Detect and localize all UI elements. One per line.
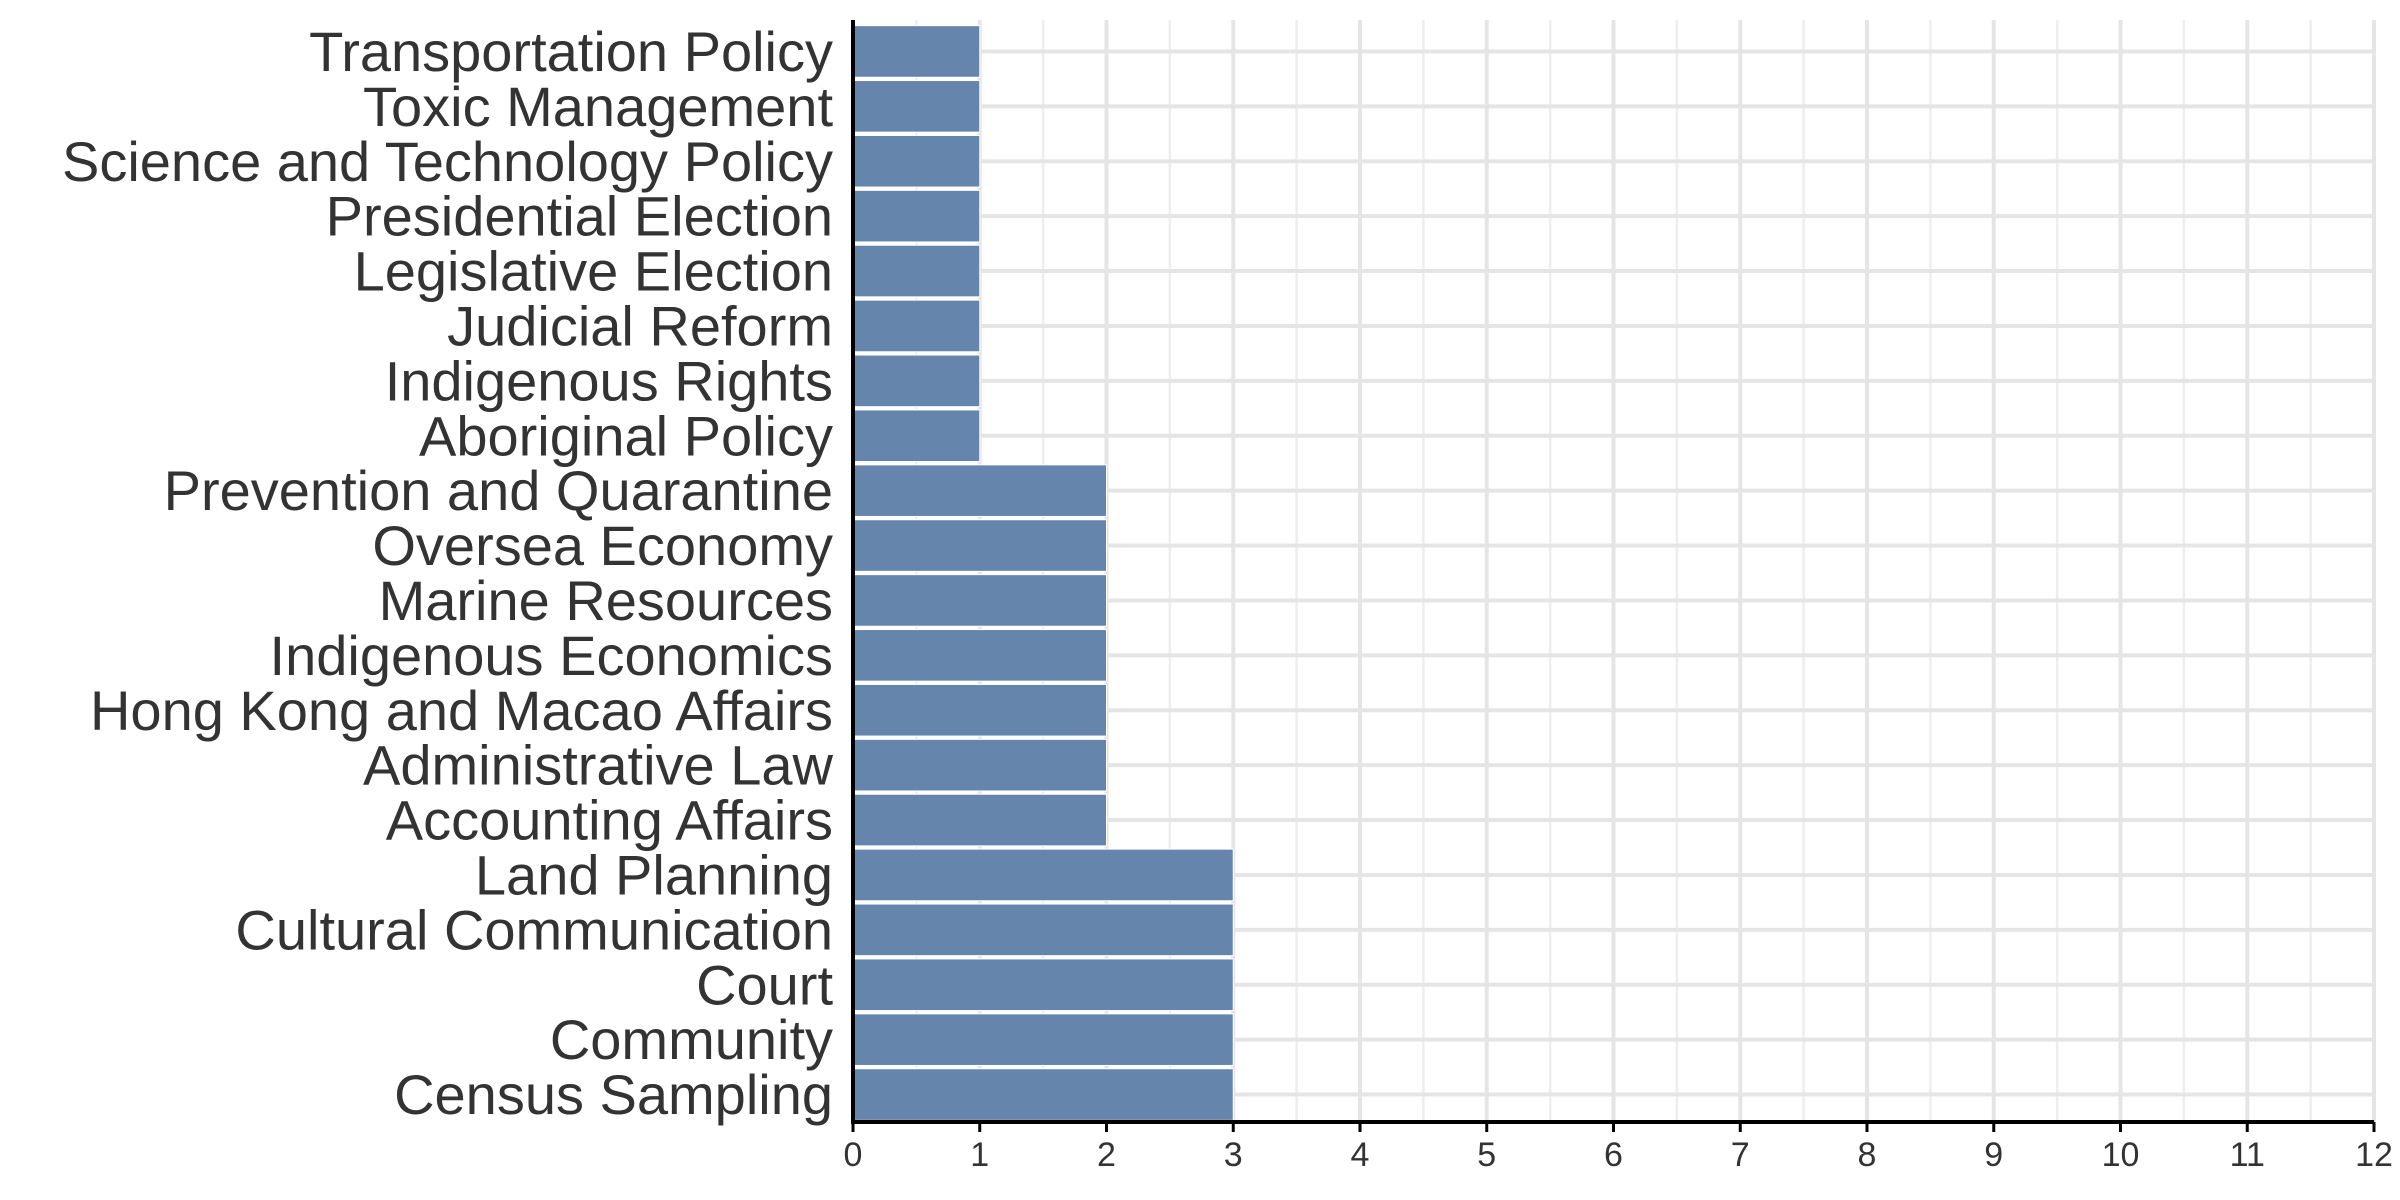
bar-layer xyxy=(852,25,1234,1121)
category-label: Accounting Affairs xyxy=(386,789,833,852)
category-label: Science and Technology Policy xyxy=(62,130,833,193)
bar-indigenous-economics xyxy=(852,629,1107,682)
x-tick-label: 5 xyxy=(1477,1136,1496,1174)
x-tick-label: 1 xyxy=(970,1136,989,1174)
x-tick-label: 0 xyxy=(844,1136,863,1174)
bar-accounting-affairs xyxy=(852,793,1107,847)
category-label: Presidential Election xyxy=(326,185,833,248)
bar-administrative-law xyxy=(852,738,1107,792)
bar-prevention-and-quarantine xyxy=(852,464,1107,517)
category-label: Prevention and Quarantine xyxy=(164,459,833,522)
category-label: Cultural Communication xyxy=(235,898,833,961)
category-label: Land Planning xyxy=(475,843,833,906)
bar-science-and-technology-policy xyxy=(852,134,981,188)
bar-marine-resources xyxy=(852,574,1107,627)
x-tick-label: 2 xyxy=(1097,1136,1116,1174)
bar-indigenous-rights xyxy=(852,354,981,408)
category-label: Marine Resources xyxy=(379,569,833,632)
x-tick-label: 12 xyxy=(2355,1136,2393,1174)
category-label: Aboriginal Policy xyxy=(419,404,833,467)
bar-hong-kong-and-macao-affairs xyxy=(852,683,1107,737)
bar-presidential-election xyxy=(852,189,981,243)
bar-court xyxy=(852,958,1234,1012)
category-label: Court xyxy=(696,953,833,1016)
tick-label-layer: 0 1 2 3 4 5 6 7 8 9 10 11 12 xyxy=(844,1136,2393,1174)
bar-judicial-reform xyxy=(852,299,981,353)
category-label: Indigenous Economics xyxy=(270,624,833,687)
bar-aboriginal-policy xyxy=(852,409,981,463)
x-tick-label: 9 xyxy=(1984,1136,2003,1174)
bar-land-planning xyxy=(852,848,1234,902)
x-tick-label: 11 xyxy=(2230,1136,2265,1174)
category-label: Hong Kong and Macao Affairs xyxy=(90,679,833,742)
bar-transportation-policy xyxy=(852,25,981,78)
category-label: Toxic Management xyxy=(363,75,833,138)
x-tick-label: 4 xyxy=(1351,1136,1370,1174)
bar-community xyxy=(852,1013,1234,1066)
category-label: Administrative Law xyxy=(363,734,834,797)
category-label: Transportation Policy xyxy=(309,20,833,83)
bar-toxic-management xyxy=(852,80,981,133)
category-label: Census Sampling xyxy=(394,1063,833,1126)
bar-cultural-communication xyxy=(852,903,1234,957)
x-tick-label: 7 xyxy=(1731,1136,1750,1174)
axis-layer xyxy=(851,20,2376,1132)
category-label: Community xyxy=(550,1008,833,1071)
x-tick-label: 8 xyxy=(1858,1136,1877,1174)
bar-legislative-election xyxy=(852,244,981,298)
category-label: Indigenous Rights xyxy=(385,349,833,412)
bar-census-sampling xyxy=(852,1068,1234,1121)
x-tick-label: 3 xyxy=(1224,1136,1243,1174)
x-tick-label: 10 xyxy=(2102,1136,2140,1174)
category-label: Legislative Election xyxy=(354,240,833,303)
category-label: Judicial Reform xyxy=(447,294,833,357)
bar-oversea-economy xyxy=(852,519,1107,572)
x-tick-label: 6 xyxy=(1604,1136,1623,1174)
category-label: Oversea Economy xyxy=(372,514,833,577)
